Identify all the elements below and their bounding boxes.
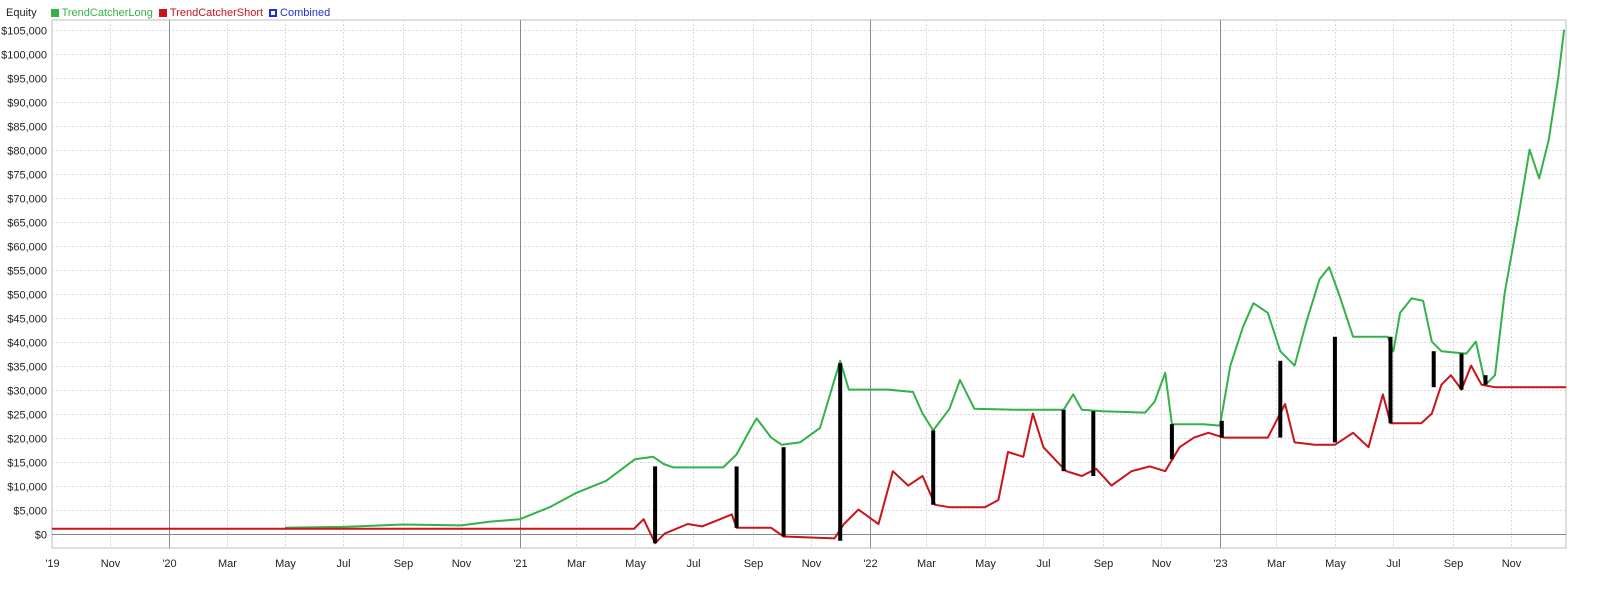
grid xyxy=(51,19,1567,549)
trade-markers xyxy=(653,336,1488,544)
trade-marker xyxy=(1483,375,1488,385)
legend-item-combined[interactable]: Combined xyxy=(269,7,330,19)
y-tick-label: $70,000 xyxy=(7,194,47,206)
trade-marker xyxy=(781,447,786,537)
y-tick-label: $5,000 xyxy=(13,506,47,518)
legend-label-long: TrendCatcherLong xyxy=(61,7,153,19)
legend-item-long[interactable]: TrendCatcherLong xyxy=(50,7,153,19)
x-tick-label: Mar xyxy=(917,558,936,570)
y-tick-label: $40,000 xyxy=(7,338,47,350)
y-tick-label: $25,000 xyxy=(7,410,47,422)
legend-label-combined: Combined xyxy=(280,7,331,19)
x-tick-label: '20 xyxy=(162,558,176,570)
y-tick-label: $95,000 xyxy=(7,74,47,86)
trade-marker xyxy=(1388,336,1393,424)
series-line-short xyxy=(52,364,1566,545)
y-axis-ticks: $0 $5,000 $10,000 $15,000 $20,000 $25,000 $30,… xyxy=(1,26,47,542)
trade-marker xyxy=(1332,336,1337,443)
legend-swatch-short xyxy=(158,9,167,17)
y-tick-label: $100,000 xyxy=(1,50,47,62)
x-tick-label: Jul xyxy=(336,558,350,570)
legend-swatch-long xyxy=(50,9,59,17)
x-tick-label: Sep xyxy=(1094,558,1114,570)
x-tick-label: Jul xyxy=(1036,558,1050,570)
legend-title: Equity xyxy=(6,7,37,19)
x-tick-label: '19 xyxy=(45,558,59,570)
y-tick-label: $60,000 xyxy=(7,242,47,254)
legend: Equity TrendCatcherLong TrendCatcherShor… xyxy=(6,6,330,20)
x-tick-label: Nov xyxy=(802,558,822,570)
y-tick-label: $90,000 xyxy=(7,98,47,110)
trade-marker xyxy=(653,466,658,544)
x-tick-label: Sep xyxy=(394,558,414,570)
x-axis-ticks: '19 Nov '20 Mar May Jul Sep Nov '21 Mar May Jul Sep N… xyxy=(45,558,1521,570)
y-tick-label: $20,000 xyxy=(7,434,47,446)
trade-marker xyxy=(1431,351,1436,388)
y-tick-label: $55,000 xyxy=(7,266,47,278)
y-tick-label: $105,000 xyxy=(1,26,47,38)
trade-marker xyxy=(838,363,843,541)
y-tick-label: $65,000 xyxy=(7,218,47,230)
series-line-long xyxy=(284,29,1566,529)
y-tick-label: $75,000 xyxy=(7,170,47,182)
x-tick-label: May xyxy=(625,558,646,570)
x-tick-label: Nov xyxy=(1152,558,1172,570)
x-tick-label: Mar xyxy=(1267,558,1286,570)
y-tick-label: $30,000 xyxy=(7,386,47,398)
trade-marker xyxy=(1278,360,1283,438)
trade-marker xyxy=(1459,353,1464,390)
y-tick-label: $0 xyxy=(35,530,47,542)
series-lines xyxy=(52,29,1566,545)
x-tick-label: Jul xyxy=(1386,558,1400,570)
x-tick-label: May xyxy=(975,558,996,570)
y-tick-label: $85,000 xyxy=(7,122,47,134)
y-tick-label: $10,000 xyxy=(7,482,47,494)
x-tick-label: '22 xyxy=(863,558,877,570)
legend-swatch-combined xyxy=(269,9,278,17)
y-tick-label: $80,000 xyxy=(7,146,47,158)
x-tick-label: Mar xyxy=(218,558,237,570)
x-tick-label: Nov xyxy=(452,558,472,570)
trade-marker xyxy=(931,430,936,505)
x-tick-label: '23 xyxy=(1213,558,1227,570)
trade-marker xyxy=(1169,424,1174,460)
x-tick-label: Jul xyxy=(686,558,700,570)
y-tick-label: $35,000 xyxy=(7,362,47,374)
x-tick-label: Sep xyxy=(1444,558,1464,570)
legend-label-short: TrendCatcherShort xyxy=(169,7,264,19)
x-tick-label: May xyxy=(1325,558,1346,570)
x-tick-label: May xyxy=(275,558,296,570)
trade-marker xyxy=(734,466,739,528)
y-tick-label: $45,000 xyxy=(7,314,47,326)
legend-item-short[interactable]: TrendCatcherShort xyxy=(158,7,264,19)
plot-frame xyxy=(51,19,1567,549)
y-tick-label: $50,000 xyxy=(7,290,47,302)
y-tick-label: $15,000 xyxy=(7,458,47,470)
x-tick-label: Sep xyxy=(744,558,764,570)
trade-marker xyxy=(1061,409,1066,472)
x-tick-label: Mar xyxy=(567,558,586,570)
x-tick-label: Nov xyxy=(1502,558,1522,570)
x-tick-label: '21 xyxy=(513,558,527,570)
x-tick-label: Nov xyxy=(101,558,121,570)
trade-marker xyxy=(1219,420,1224,438)
trade-marker xyxy=(1091,411,1096,476)
